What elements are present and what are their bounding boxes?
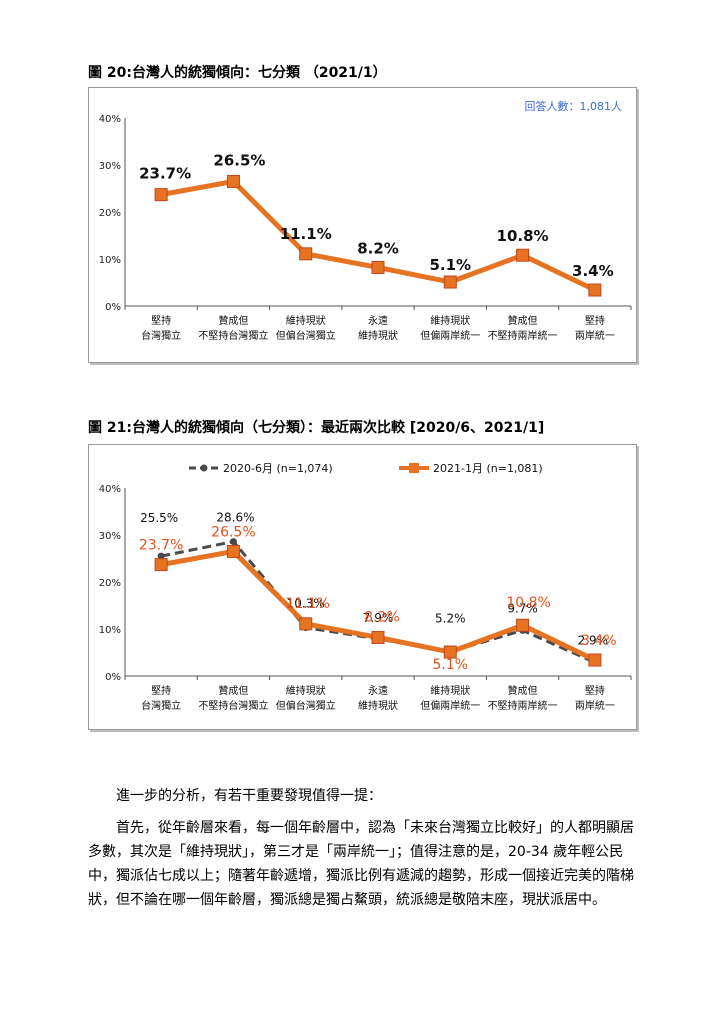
data-point-marker xyxy=(588,653,602,667)
x-category-label-line2: 不堅持兩岸統一 xyxy=(488,699,558,712)
data-label: 2.9% xyxy=(578,633,609,647)
data-label: 10.8% xyxy=(506,595,550,611)
data-label: 10.3% xyxy=(287,597,325,611)
respondent-count: 回答人數：1,081人 xyxy=(524,100,623,113)
x-category-label-line2: 但偏台灣獨立 xyxy=(276,329,336,342)
data-label: 5.2% xyxy=(435,612,466,626)
data-label: 5.1% xyxy=(429,256,471,274)
x-category-label-line2: 台灣獨立 xyxy=(141,699,181,712)
paragraph-intro: 進一步的分析，有若干重要發現值得一提： xyxy=(116,788,382,804)
data-point-marker xyxy=(443,275,457,289)
x-category-label-line1: 維持現狀 xyxy=(430,684,470,697)
data-point-marker xyxy=(229,538,237,546)
y-tick-label: 30% xyxy=(99,531,121,542)
x-category-label-line1: 維持現狀 xyxy=(286,314,326,327)
y-tick-label: 40% xyxy=(99,114,121,125)
data-point-marker xyxy=(226,174,240,188)
x-category-label-line2: 但偏兩岸統一 xyxy=(420,699,480,712)
x-category-label-line1: 贊成但 xyxy=(218,314,248,327)
x-category-label-line2: 不堅持台灣獨立 xyxy=(198,699,268,712)
data-point-marker xyxy=(371,630,385,644)
y-tick-label: 30% xyxy=(99,161,121,172)
data-label: 8.2% xyxy=(357,239,399,257)
data-label: 26.5% xyxy=(211,524,255,540)
x-category-label-line1: 堅持 xyxy=(151,314,171,327)
data-label: 5.1% xyxy=(432,657,468,673)
data-label: 3.4% xyxy=(581,633,617,649)
y-tick-label: 10% xyxy=(99,255,121,266)
data-point-marker xyxy=(299,617,313,631)
paragraph-age-analysis: 首先，從年齡層來看，每一個年齡層中，認為「未來台灣獨立比較好」的人都明顯居多數，… xyxy=(88,820,634,908)
data-label: 9.7% xyxy=(507,601,537,615)
analysis-text: 進一步的分析，有若干重要發現值得一提： 首先，從年齡層來看，每一個年齡層中，認為… xyxy=(88,784,640,912)
y-tick-label: 10% xyxy=(99,625,121,636)
data-label: 23.7% xyxy=(139,538,183,554)
data-point-marker xyxy=(226,544,240,558)
data-point-marker xyxy=(299,247,313,261)
x-category-label-line2: 維持現狀 xyxy=(358,329,398,342)
data-point-marker xyxy=(154,558,168,572)
figure-21-title: 圖 21:台灣人的統獨傾向（七分類）：最近兩次比較 [2020/6、2021/1… xyxy=(88,420,545,436)
data-point-marker xyxy=(516,248,530,262)
x-category-label-line2: 不堅持兩岸統一 xyxy=(488,329,558,342)
legend-marker-0 xyxy=(200,464,208,472)
x-category-label-line2: 台灣獨立 xyxy=(141,329,181,342)
x-category-label-line1: 贊成但 xyxy=(218,684,248,697)
data-label: 28.6% xyxy=(216,511,254,525)
x-category-label-line1: 贊成但 xyxy=(508,314,538,327)
x-category-label-line1: 堅持 xyxy=(585,684,605,697)
x-category-label-line1: 堅持 xyxy=(585,314,605,327)
data-label: 25.5% xyxy=(140,511,178,525)
data-label: 26.5% xyxy=(213,151,265,169)
y-tick-label: 20% xyxy=(99,578,121,589)
y-tick-label: 0% xyxy=(105,302,121,313)
data-label: 8.2% xyxy=(364,609,400,625)
y-tick-label: 40% xyxy=(99,484,121,495)
data-label: 11.1% xyxy=(280,225,332,243)
y-tick-label: 20% xyxy=(99,208,121,219)
data-label: 7.9% xyxy=(363,611,394,625)
x-category-label-line1: 永遠 xyxy=(368,314,388,327)
x-category-label-line1: 維持現狀 xyxy=(430,314,470,327)
figure-21-svg: 0%10%20%30%40%堅持台灣獨立贊成但不堅持台灣獨立維持現狀但偏台灣獨立… xyxy=(99,462,632,712)
figure-21-chart: 0% 10% 20% 30% 40% 堅持 台灣獨立 贊成但 不堅持台灣獨立 維持現狀 但偏台灣獨立… xyxy=(88,444,637,730)
data-point-marker xyxy=(588,283,602,297)
data-point-marker xyxy=(443,645,457,659)
x-category-label-line1: 永遠 xyxy=(368,684,388,697)
data-label: 23.7% xyxy=(139,165,191,183)
data-label: 11.1% xyxy=(285,596,329,612)
x-category-label-line1: 堅持 xyxy=(151,684,171,697)
data-point-marker xyxy=(157,552,165,560)
x-category-label-line2: 但偏台灣獨立 xyxy=(276,699,336,712)
legend-marker-1 xyxy=(409,463,419,473)
x-category-label-line2: 維持現狀 xyxy=(358,699,398,712)
legend-label-1: 2021-1月 (n=1,081) xyxy=(433,462,543,475)
y-tick-label: 0% xyxy=(105,672,121,683)
x-category-label-line1: 贊成但 xyxy=(508,684,538,697)
legend-label-0: 2020-6月 (n=1,074) xyxy=(223,462,333,475)
x-category-label-line1: 維持現狀 xyxy=(286,684,326,697)
data-label: 10.8% xyxy=(497,227,549,245)
figure-20-title: 圖 20:台灣人的統獨傾向：七分類 （2021/1） xyxy=(88,65,387,81)
data-label: 3.4% xyxy=(572,262,614,280)
data-point-marker xyxy=(371,260,385,274)
figure-20-chart: 回答人數：1,081人 0% 10% 20% 30% 40% 堅持台灣獨立 贊成但不堅持台灣… xyxy=(88,87,637,363)
data-point-marker xyxy=(154,188,168,202)
x-category-label-line2: 兩岸統一 xyxy=(575,329,615,342)
x-category-label-line2: 兩岸統一 xyxy=(575,699,615,712)
figure-20-svg: 0%10%20%30%40%堅持台灣獨立贊成但不堅持台灣獨立維持現狀但偏台灣獨立… xyxy=(99,114,632,342)
data-point-marker xyxy=(516,618,530,632)
x-category-label-line2: 但偏兩岸統一 xyxy=(420,329,480,342)
x-category-label-line2: 不堅持台灣獨立 xyxy=(198,329,268,342)
